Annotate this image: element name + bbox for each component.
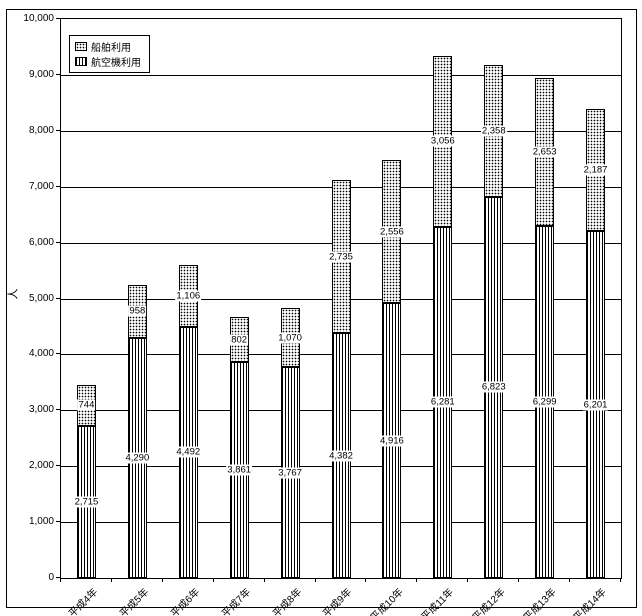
data-label: 6,823 — [480, 381, 507, 393]
gridline — [61, 130, 621, 132]
data-label: 2,735 — [328, 251, 354, 263]
data-label: 2,556 — [379, 226, 405, 238]
data-label: 1,070 — [277, 332, 303, 344]
data-label: 3,056 — [429, 135, 456, 147]
legend-item: 船舶利用 — [75, 39, 141, 54]
data-label: 4,382 — [328, 450, 354, 462]
gridline — [61, 74, 621, 76]
data-label: 1,106 — [175, 290, 202, 302]
data-label: 3,861 — [226, 464, 253, 476]
legend-label: 船舶利用 — [91, 43, 131, 54]
data-label: 6,281 — [429, 396, 456, 408]
data-label: 2,358 — [480, 125, 507, 137]
data-label: 802 — [230, 334, 249, 346]
legend-label: 航空機利用 — [91, 58, 141, 69]
data-label: 4,492 — [175, 446, 202, 458]
ship-swatch-icon — [75, 42, 87, 51]
data-label: 744 — [77, 399, 96, 411]
aircraft-swatch-icon — [75, 57, 87, 66]
data-label: 6,299 — [531, 396, 558, 408]
legend: 船舶利用 航空機利用 — [69, 35, 150, 73]
y-axis-title: 人 — [7, 288, 20, 300]
data-label: 4,916 — [379, 435, 405, 447]
data-label: 2,715 — [73, 496, 100, 508]
plot-area: 船舶利用航空機利用 2,715 744 4,290 958 4,492 1,106 3,86… — [60, 18, 622, 579]
legend-item: 航空機利用 — [75, 54, 141, 69]
data-label: 3,767 — [277, 467, 303, 479]
data-label: 2,653 — [531, 146, 558, 158]
data-label: 4,290 — [124, 452, 151, 464]
data-label: 2,187 — [582, 164, 609, 176]
data-label: 958 — [128, 305, 147, 317]
data-label: 6,201 — [582, 399, 609, 411]
